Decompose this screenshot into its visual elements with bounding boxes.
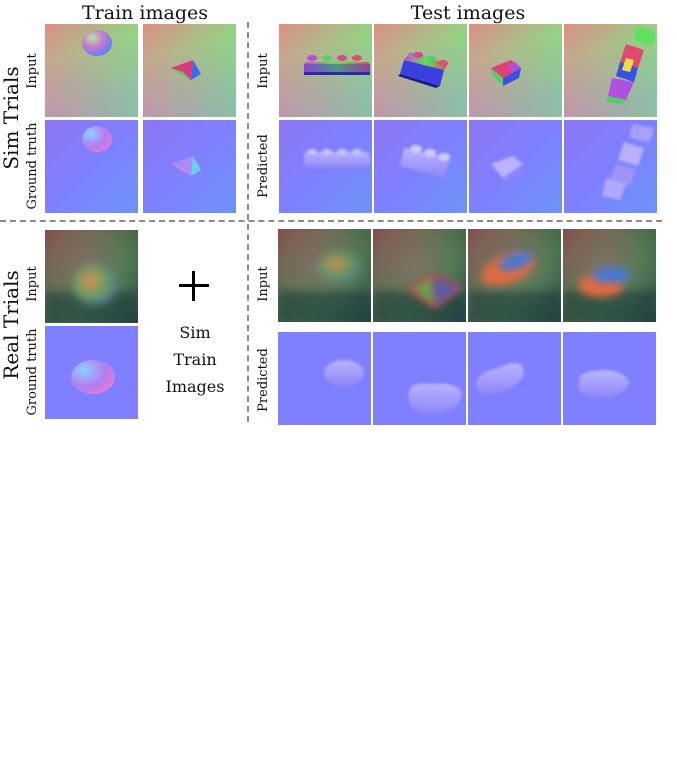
sim-train-ground-truth-label: Ground truth <box>25 122 40 210</box>
sim-train-images-line: Train <box>173 350 217 369</box>
sim-train-input-image-sphere <box>45 24 138 117</box>
sim-train-input-image-pyramid <box>143 24 236 117</box>
real-test-predicted-label: Predicted <box>256 348 271 412</box>
horizontal-separator <box>0 220 662 222</box>
sim-test-predicted-label: Predicted <box>256 134 271 198</box>
sim-test-input-image-lego-brick <box>279 24 372 117</box>
vertical-separator <box>247 22 249 422</box>
real-test-predicted-image-blob <box>373 332 466 425</box>
sim-test-predicted-image-lego-brick <box>279 120 372 213</box>
sim-test-predicted-image-lego-brick <box>374 120 467 213</box>
real-test-input-label: Input <box>256 266 271 302</box>
train-images-header: Train images <box>81 2 208 24</box>
real-test-input-image-tactile-blob <box>278 229 371 322</box>
sim-test-input-image-stacked-bricks <box>564 24 657 117</box>
real-train-input-image-tactile-blob <box>45 230 138 323</box>
sim-test-input-label: Input <box>256 53 271 89</box>
real-train-input-label: Input <box>25 266 40 302</box>
sim-test-input-image-block <box>469 24 562 117</box>
real-trials-label: Real Trials <box>0 270 23 380</box>
sim-train-input-label: Input <box>25 53 40 89</box>
real-test-predicted-image-blob <box>468 332 561 425</box>
real-test-input-image-tactile-blob <box>468 229 561 322</box>
sim-train-images-line: Images <box>165 377 225 396</box>
plus-icon <box>176 268 212 304</box>
real-train-ground-truth-image-sphere <box>45 326 138 419</box>
real-test-predicted-image-blob <box>563 332 656 425</box>
sim-train-images-line: Sim <box>179 323 211 342</box>
real-test-input-image-tactile-blob <box>563 229 656 322</box>
sim-test-input-image-lego-brick <box>374 24 467 117</box>
sim-test-predicted-image-block <box>469 120 562 213</box>
sim-trials-label: Sim Trials <box>0 66 23 170</box>
real-train-ground-truth-label: Ground truth <box>25 328 40 416</box>
real-test-predicted-image-ellipse <box>278 332 371 425</box>
test-images-header: Test images <box>410 2 526 24</box>
sim-train-ground-truth-image-pyramid <box>143 120 236 213</box>
sim-train-images-note: Sim Train Images <box>155 319 235 400</box>
real-test-input-image-tactile-blob <box>373 229 466 322</box>
sim-train-ground-truth-image-sphere <box>45 120 138 213</box>
sim-test-predicted-image-stacked-bricks <box>564 120 657 213</box>
